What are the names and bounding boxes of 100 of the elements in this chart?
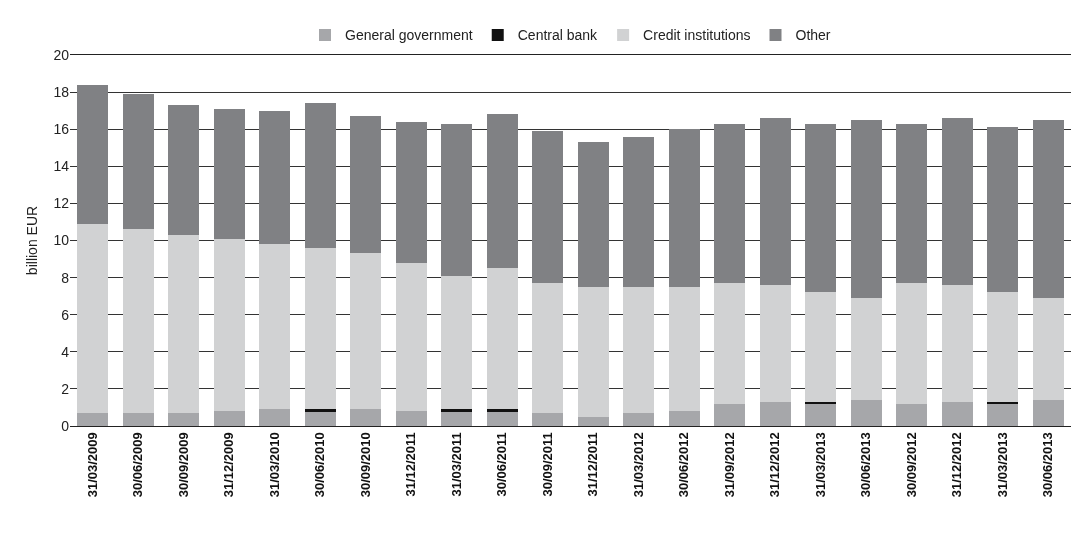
bar xyxy=(486,268,518,410)
bar xyxy=(168,234,200,414)
x-tick-label: 30/06/2012 xyxy=(676,432,692,498)
bar xyxy=(668,129,700,287)
x-tick-label: 30/09/2011 xyxy=(539,432,555,497)
bar xyxy=(896,283,928,404)
bar xyxy=(350,253,382,410)
bar xyxy=(350,409,382,426)
x-tick-label: 31/12/2011 xyxy=(403,432,419,497)
bar xyxy=(259,244,291,410)
y-tick-label: 20 xyxy=(53,46,70,63)
bar xyxy=(259,409,291,426)
y-tick-label: 16 xyxy=(53,121,70,138)
legend-label: Central bank xyxy=(517,27,599,44)
x-tick-label: 31/03/2010 xyxy=(266,432,282,498)
bar xyxy=(122,229,154,414)
bar xyxy=(668,411,700,426)
y-tick-label: 8 xyxy=(61,269,70,286)
bar xyxy=(259,110,291,245)
bar xyxy=(714,403,746,426)
bar xyxy=(1032,298,1064,401)
bar xyxy=(486,411,518,426)
x-tick-label: 30/06/2010 xyxy=(312,432,328,498)
y-tick-label: 6 xyxy=(61,306,70,323)
bar xyxy=(532,131,564,284)
x-tick-label: 31/03/2013 xyxy=(812,432,828,498)
bar xyxy=(168,105,200,235)
x-tick-label: 31/03/2012 xyxy=(630,432,646,498)
bar xyxy=(532,283,564,414)
y-axis-title: billion EUR xyxy=(24,205,41,276)
bar xyxy=(486,114,518,269)
bar xyxy=(350,116,382,254)
bar xyxy=(304,411,336,426)
y-tick-label: 14 xyxy=(53,158,70,175)
bar xyxy=(987,403,1019,426)
bar xyxy=(896,123,928,284)
bar xyxy=(1032,119,1064,299)
bar xyxy=(1032,400,1064,426)
x-tick-label: 31/12/2011 xyxy=(585,432,601,497)
bar xyxy=(623,413,655,426)
x-tick-label: 30/09/2009 xyxy=(175,432,191,498)
y-tick-label: 12 xyxy=(53,195,70,212)
x-tick-label: 31/12/2012 xyxy=(767,432,783,498)
x-tick-label: 30/09/2012 xyxy=(903,432,919,498)
bar xyxy=(441,409,473,412)
y-tick-label: 0 xyxy=(61,417,70,434)
bar xyxy=(759,401,791,426)
bar xyxy=(668,286,700,412)
bar xyxy=(441,123,473,276)
x-tick-label: 31/03/2013 xyxy=(994,432,1010,498)
bar xyxy=(77,413,109,426)
y-tick-label: 10 xyxy=(53,232,70,249)
bar xyxy=(395,411,427,426)
x-tick-label: 31/12/2009 xyxy=(221,432,237,498)
x-tick-label: 31/03/2011 xyxy=(448,432,464,497)
bar xyxy=(304,247,336,410)
bar xyxy=(577,286,609,417)
bar xyxy=(213,238,245,412)
bar xyxy=(805,292,837,402)
bar xyxy=(987,127,1019,293)
bar xyxy=(168,413,200,426)
bar xyxy=(714,123,746,284)
bar xyxy=(805,123,837,293)
y-tick-label: 4 xyxy=(61,343,70,360)
x-tick-label: 31/12/2012 xyxy=(949,432,965,498)
bar xyxy=(122,93,154,230)
bar xyxy=(987,401,1019,404)
bar xyxy=(805,403,837,426)
x-tick-label: 31/09/2012 xyxy=(721,432,737,498)
bar xyxy=(213,411,245,426)
x-tick-label: 30/06/2013 xyxy=(858,432,874,498)
bar xyxy=(532,413,564,426)
y-tick-label: 2 xyxy=(61,380,70,397)
bar xyxy=(77,84,109,224)
legend-label: Credit institutions xyxy=(643,27,751,44)
bar xyxy=(395,121,427,263)
bar xyxy=(623,286,655,414)
legend-label: General government xyxy=(345,27,473,44)
bar xyxy=(850,298,882,401)
bar xyxy=(304,103,336,248)
bar xyxy=(941,401,973,426)
x-tick-label: 30/06/2009 xyxy=(130,432,146,498)
bar xyxy=(77,223,109,414)
bar xyxy=(577,416,609,426)
bar xyxy=(623,136,655,287)
bar xyxy=(941,285,973,402)
bar xyxy=(395,262,427,412)
bar xyxy=(122,413,154,426)
x-tick-label: 30/06/2011 xyxy=(494,432,510,497)
legend-label: Other xyxy=(795,27,831,44)
bar xyxy=(441,275,473,410)
bar xyxy=(441,411,473,426)
bar xyxy=(850,119,882,299)
bar xyxy=(941,118,973,286)
x-tick-label: 30/09/2010 xyxy=(357,432,373,498)
y-tick-label: 18 xyxy=(53,84,70,100)
bar xyxy=(987,292,1019,402)
x-tick-label: 31/03/2009 xyxy=(84,432,100,498)
bar xyxy=(759,285,791,402)
bar xyxy=(577,142,609,287)
